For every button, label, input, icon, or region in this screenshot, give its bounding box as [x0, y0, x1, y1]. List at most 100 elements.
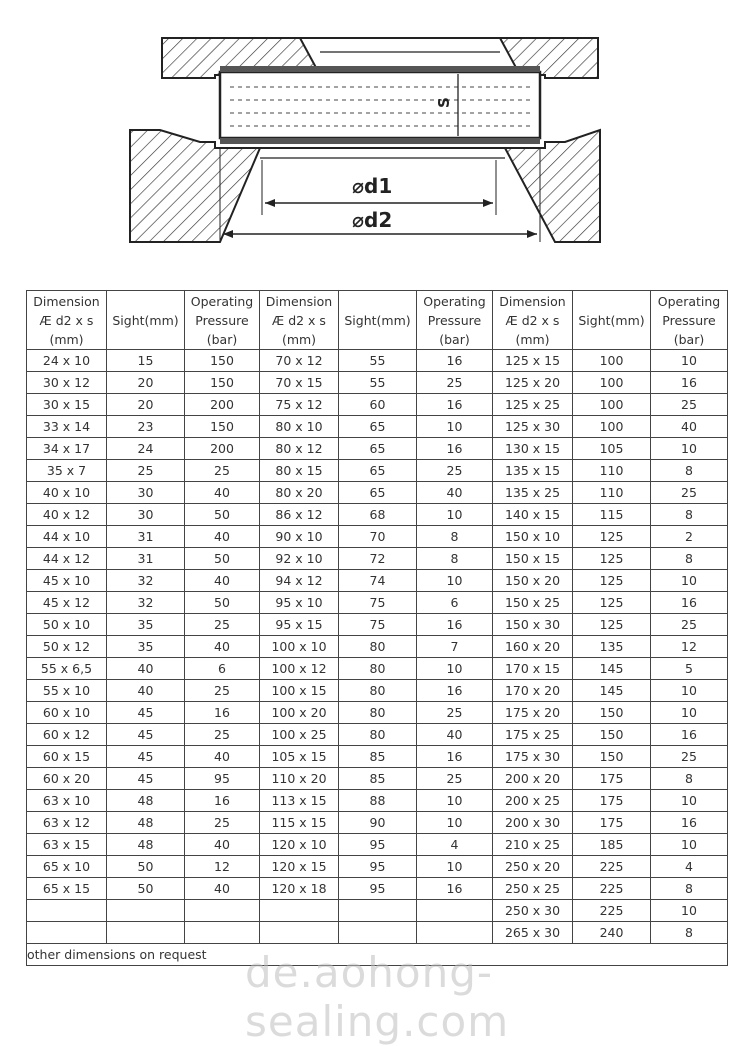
column-header: Sight(mm): [106, 290, 185, 350]
table-cell: 8: [416, 547, 493, 570]
table-cell: 10: [650, 349, 728, 372]
table-cell: 20: [106, 371, 185, 394]
table-cell: 25: [184, 459, 260, 482]
table-cell: 16: [184, 789, 260, 812]
table-cell: [259, 921, 339, 944]
table-cell: 40 x 10: [26, 481, 107, 504]
sight-glass-cross-section-diagram: ⌀d1 ⌀d2 S: [129, 37, 601, 243]
table-cell: 240: [572, 921, 651, 944]
table-cell: 105: [572, 437, 651, 460]
table-cell: 105 x 15: [259, 745, 339, 768]
table-cell: 250 x 25: [492, 877, 573, 900]
table-cell: 100: [572, 415, 651, 438]
table-cell: 225: [572, 855, 651, 878]
table-row: 44 x 12 31 50 92 x 10 72 8 150 x 15 125 8: [26, 547, 728, 570]
table-cell: 45: [106, 767, 185, 790]
table-row: 34 x 17 24 200 80 x 12 65 16 130 x 15 105 10: [26, 437, 728, 460]
table-cell: 170 x 15: [492, 657, 573, 680]
table-cell: 40: [184, 525, 260, 548]
table-cell: 150 x 15: [492, 547, 573, 570]
table-cell: 8: [416, 525, 493, 548]
table-cell: 150: [184, 349, 260, 372]
table-row: 45 x 10 32 40 94 x 12 74 10 150 x 20 125 10: [26, 569, 728, 592]
table-cell: 145: [572, 657, 651, 680]
table-cell: 40: [184, 833, 260, 856]
table-cell: 65: [338, 415, 417, 438]
table-cell: 10: [650, 701, 728, 724]
table-cell: 175 x 20: [492, 701, 573, 724]
table-cell: 100 x 10: [259, 635, 339, 658]
table-cell: 10: [416, 789, 493, 812]
table-cell: 40: [184, 877, 260, 900]
table-cell: 150: [572, 701, 651, 724]
table-row: 40 x 10 30 40 80 x 20 65 40 135 x 25 110 25: [26, 481, 728, 504]
table-cell: 25: [416, 371, 493, 394]
table-cell: [26, 921, 107, 944]
table-cell: 25: [106, 459, 185, 482]
table-cell: 150 x 25: [492, 591, 573, 614]
table-row: 50 x 10 35 25 95 x 15 75 16 150 x 30 125 25: [26, 613, 728, 636]
table-cell: 25: [416, 459, 493, 482]
table-cell: 8: [650, 503, 728, 526]
table-row: 63 x 12 48 25 115 x 15 90 10 200 x 30 175 16: [26, 811, 728, 834]
table-cell: 31: [106, 525, 185, 548]
table-cell: 35 x 7: [26, 459, 107, 482]
table-cell: [416, 899, 493, 922]
table-cell: 150: [572, 723, 651, 746]
table-cell: 250 x 30: [492, 899, 573, 922]
table-cell: 12: [650, 635, 728, 658]
table-row: 60 x 10 45 16 100 x 20 80 25 175 x 20 150 10: [26, 701, 728, 724]
table-row: 24 x 10 15 150 70 x 12 55 16 125 x 15 100 10: [26, 349, 728, 372]
table-cell: 33 x 14: [26, 415, 107, 438]
table-cell: [184, 899, 260, 922]
table-cell: 15: [106, 349, 185, 372]
table-cell: 40: [184, 481, 260, 504]
table-cell: 100 x 15: [259, 679, 339, 702]
table-row: 60 x 20 45 95 110 x 20 85 25 200 x 20 175 8: [26, 767, 728, 790]
table-cell: 210 x 25: [492, 833, 573, 856]
table-cell: 50: [184, 547, 260, 570]
table-cell: 8: [650, 921, 728, 944]
table-cell: 16: [416, 437, 493, 460]
table-cell: [184, 921, 260, 944]
table-cell: 88: [338, 789, 417, 812]
table-cell: 65 x 10: [26, 855, 107, 878]
table-cell: 200 x 30: [492, 811, 573, 834]
table-cell: 175: [572, 811, 651, 834]
table-cell: 265 x 30: [492, 921, 573, 944]
table-row: 55 x 6,5 40 6 100 x 12 80 10 170 x 15 145 5: [26, 657, 728, 680]
table-row: 30 x 15 20 200 75 x 12 60 16 125 x 25 100 25: [26, 393, 728, 416]
table-cell: 80 x 15: [259, 459, 339, 482]
table-row: 35 x 7 25 25 80 x 15 65 25 135 x 15 110 8: [26, 459, 728, 482]
table-cell: 2: [650, 525, 728, 548]
table-row: 33 x 14 23 150 80 x 10 65 10 125 x 30 100 40: [26, 415, 728, 438]
table-cell: 25: [416, 767, 493, 790]
table-cell: 16: [650, 371, 728, 394]
table-cell: 23: [106, 415, 185, 438]
table-cell: 34 x 17: [26, 437, 107, 460]
table-cell: 8: [650, 877, 728, 900]
table-cell: 120 x 10: [259, 833, 339, 856]
table-cell: 125 x 25: [492, 393, 573, 416]
table-cell: [106, 921, 185, 944]
table-cell: 8: [650, 459, 728, 482]
table-cell: 40: [416, 723, 493, 746]
table-cell: 225: [572, 877, 651, 900]
table-cell: 85: [338, 767, 417, 790]
table-cell: 50 x 10: [26, 613, 107, 636]
table-cell: [416, 921, 493, 944]
table-cell: 40: [416, 481, 493, 504]
table-cell: 125 x 20: [492, 371, 573, 394]
table-cell: 16: [650, 723, 728, 746]
table-cell: 65: [338, 437, 417, 460]
table-cell: 40: [650, 415, 728, 438]
table-cell: 16: [416, 393, 493, 416]
table-cell: 16: [416, 613, 493, 636]
column-header: Operating Pressure (bar): [416, 290, 493, 350]
table-cell: 25: [184, 811, 260, 834]
table-cell: 60 x 20: [26, 767, 107, 790]
table-cell: 60 x 10: [26, 701, 107, 724]
table-cell: 120 x 18: [259, 877, 339, 900]
table-cell: 200 x 20: [492, 767, 573, 790]
table-cell: 135: [572, 635, 651, 658]
